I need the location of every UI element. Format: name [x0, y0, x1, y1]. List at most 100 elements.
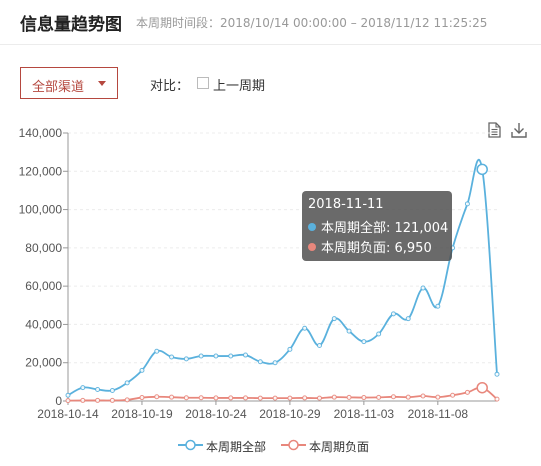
data-point-all	[476, 163, 488, 176]
data-point-negative	[316, 395, 322, 401]
data-point-negative	[494, 396, 500, 402]
data-point-all	[169, 354, 175, 360]
x-tick-label: 2018-10-14	[37, 407, 99, 421]
data-point-negative	[405, 394, 411, 400]
data-point-negative	[95, 397, 101, 403]
y-tick-label: 120,000	[19, 164, 63, 178]
data-point-all	[346, 328, 352, 334]
data-point-negative	[346, 394, 352, 400]
data-point-negative	[331, 394, 337, 400]
channel-select-value: 全部渠道	[32, 80, 85, 95]
compare-checkbox[interactable]	[197, 77, 209, 89]
tooltip-dot-all	[308, 223, 316, 231]
data-point-negative	[65, 398, 71, 404]
y-tick-label: 140,000	[19, 126, 63, 140]
data-point-all	[302, 325, 308, 331]
period-range: 2018/10/14 00:00:00 – 2018/11/12 11:25:2…	[220, 16, 488, 30]
series-line-negative	[67, 386, 498, 402]
data-point-negative	[302, 395, 308, 401]
data-point-all	[420, 285, 426, 291]
tooltip-date: 2018-11-11	[308, 197, 384, 212]
compare-checkbox-label[interactable]: 上一周期	[213, 79, 266, 94]
chevron-down-icon	[98, 81, 106, 86]
data-point-negative	[257, 395, 263, 401]
data-point-all	[361, 339, 367, 345]
y-tick-label: 20,000	[25, 356, 62, 370]
data-point-negative	[198, 395, 204, 401]
data-point-all	[390, 311, 396, 317]
data-point-negative	[450, 392, 456, 398]
data-point-all	[287, 346, 293, 352]
legend-label-all: 本周期全部	[206, 440, 267, 454]
y-tick-label: 40,000	[25, 317, 62, 331]
data-point-all	[139, 367, 145, 373]
data-point-negative	[272, 395, 278, 401]
data-point-negative	[376, 394, 382, 400]
data-point-negative	[435, 394, 441, 400]
data-point-negative	[420, 393, 426, 399]
data-point-all	[316, 342, 322, 348]
period-text: 本周期时间段：2018/10/14 00:00:00 – 2018/11/12 …	[136, 14, 487, 31]
data-point-negative	[243, 395, 249, 401]
data-point-all	[183, 356, 189, 362]
data-point-negative	[390, 394, 396, 400]
legend-label-negative: 本周期负面	[309, 440, 370, 454]
channel-select[interactable]: 全部渠道	[20, 67, 118, 99]
x-tick-label: 2018-10-19	[111, 407, 173, 421]
data-point-all	[494, 371, 500, 377]
data-point-all	[109, 387, 115, 393]
data-point-all	[228, 353, 234, 359]
legend-swatch-negative	[281, 439, 306, 451]
data-point-all	[435, 303, 441, 309]
data-point-all	[376, 331, 382, 337]
data-point-negative	[169, 394, 175, 400]
data-point-negative	[124, 397, 130, 403]
compare-label: 对比：	[150, 79, 190, 94]
data-point-all	[464, 201, 470, 207]
tooltip-row-negative: 本周期负面: 6,950	[308, 237, 432, 256]
data-point-negative	[109, 397, 115, 403]
data-point-negative	[361, 395, 367, 401]
download-icon[interactable]	[511, 122, 527, 138]
data-point-all	[80, 385, 86, 391]
data-point-all	[213, 353, 219, 359]
data-point-negative	[287, 395, 293, 401]
data-point-negative	[228, 395, 234, 401]
y-tick-label: 80,000	[25, 241, 62, 255]
header-bar: 信息量趋势图 本周期时间段：2018/10/14 00:00:00 – 2018…	[0, 0, 541, 45]
data-point-all	[272, 360, 278, 366]
data-point-negative	[139, 395, 145, 401]
data-point-all	[65, 392, 71, 398]
period-label: 本周期时间段：	[136, 16, 221, 30]
data-point-negative	[183, 395, 189, 401]
tooltip-row-all-text: 本周期全部: 121,004	[321, 221, 449, 236]
x-tick-label: 2018-10-29	[259, 407, 321, 421]
data-point-all	[95, 387, 101, 393]
x-tick-label: 2018-10-24	[185, 407, 247, 421]
legend-swatch-all	[178, 439, 203, 451]
y-tick-label: 0	[55, 394, 62, 408]
page-title: 信息量趋势图	[20, 15, 122, 35]
tooltip-row-negative-text: 本周期负面: 6,950	[321, 241, 432, 256]
data-point-all	[331, 316, 337, 322]
data-point-negative	[154, 394, 160, 400]
data-point-all	[154, 348, 160, 354]
x-tick-label: 2018-11-08	[408, 407, 469, 421]
data-point-negative	[464, 389, 470, 395]
x-tick-label: 2018-11-03	[334, 407, 395, 421]
data-point-negative	[213, 395, 219, 401]
chart-tooltip: 2018-11-11 本周期全部: 121,004 本周期负面: 6,950	[302, 191, 452, 261]
data-point-all	[124, 380, 130, 386]
tooltip-row-all: 本周期全部: 121,004	[308, 217, 448, 236]
y-tick-label: 100,000	[19, 203, 63, 217]
data-point-all	[198, 353, 204, 359]
data-point-all	[243, 352, 249, 358]
data-point-all	[257, 359, 263, 365]
data-point-negative	[476, 381, 488, 394]
y-tick-label: 60,000	[25, 279, 62, 293]
document-icon[interactable]	[488, 122, 501, 138]
tooltip-dot-negative	[308, 243, 316, 251]
data-point-negative	[80, 397, 86, 403]
data-point-all	[405, 316, 411, 322]
